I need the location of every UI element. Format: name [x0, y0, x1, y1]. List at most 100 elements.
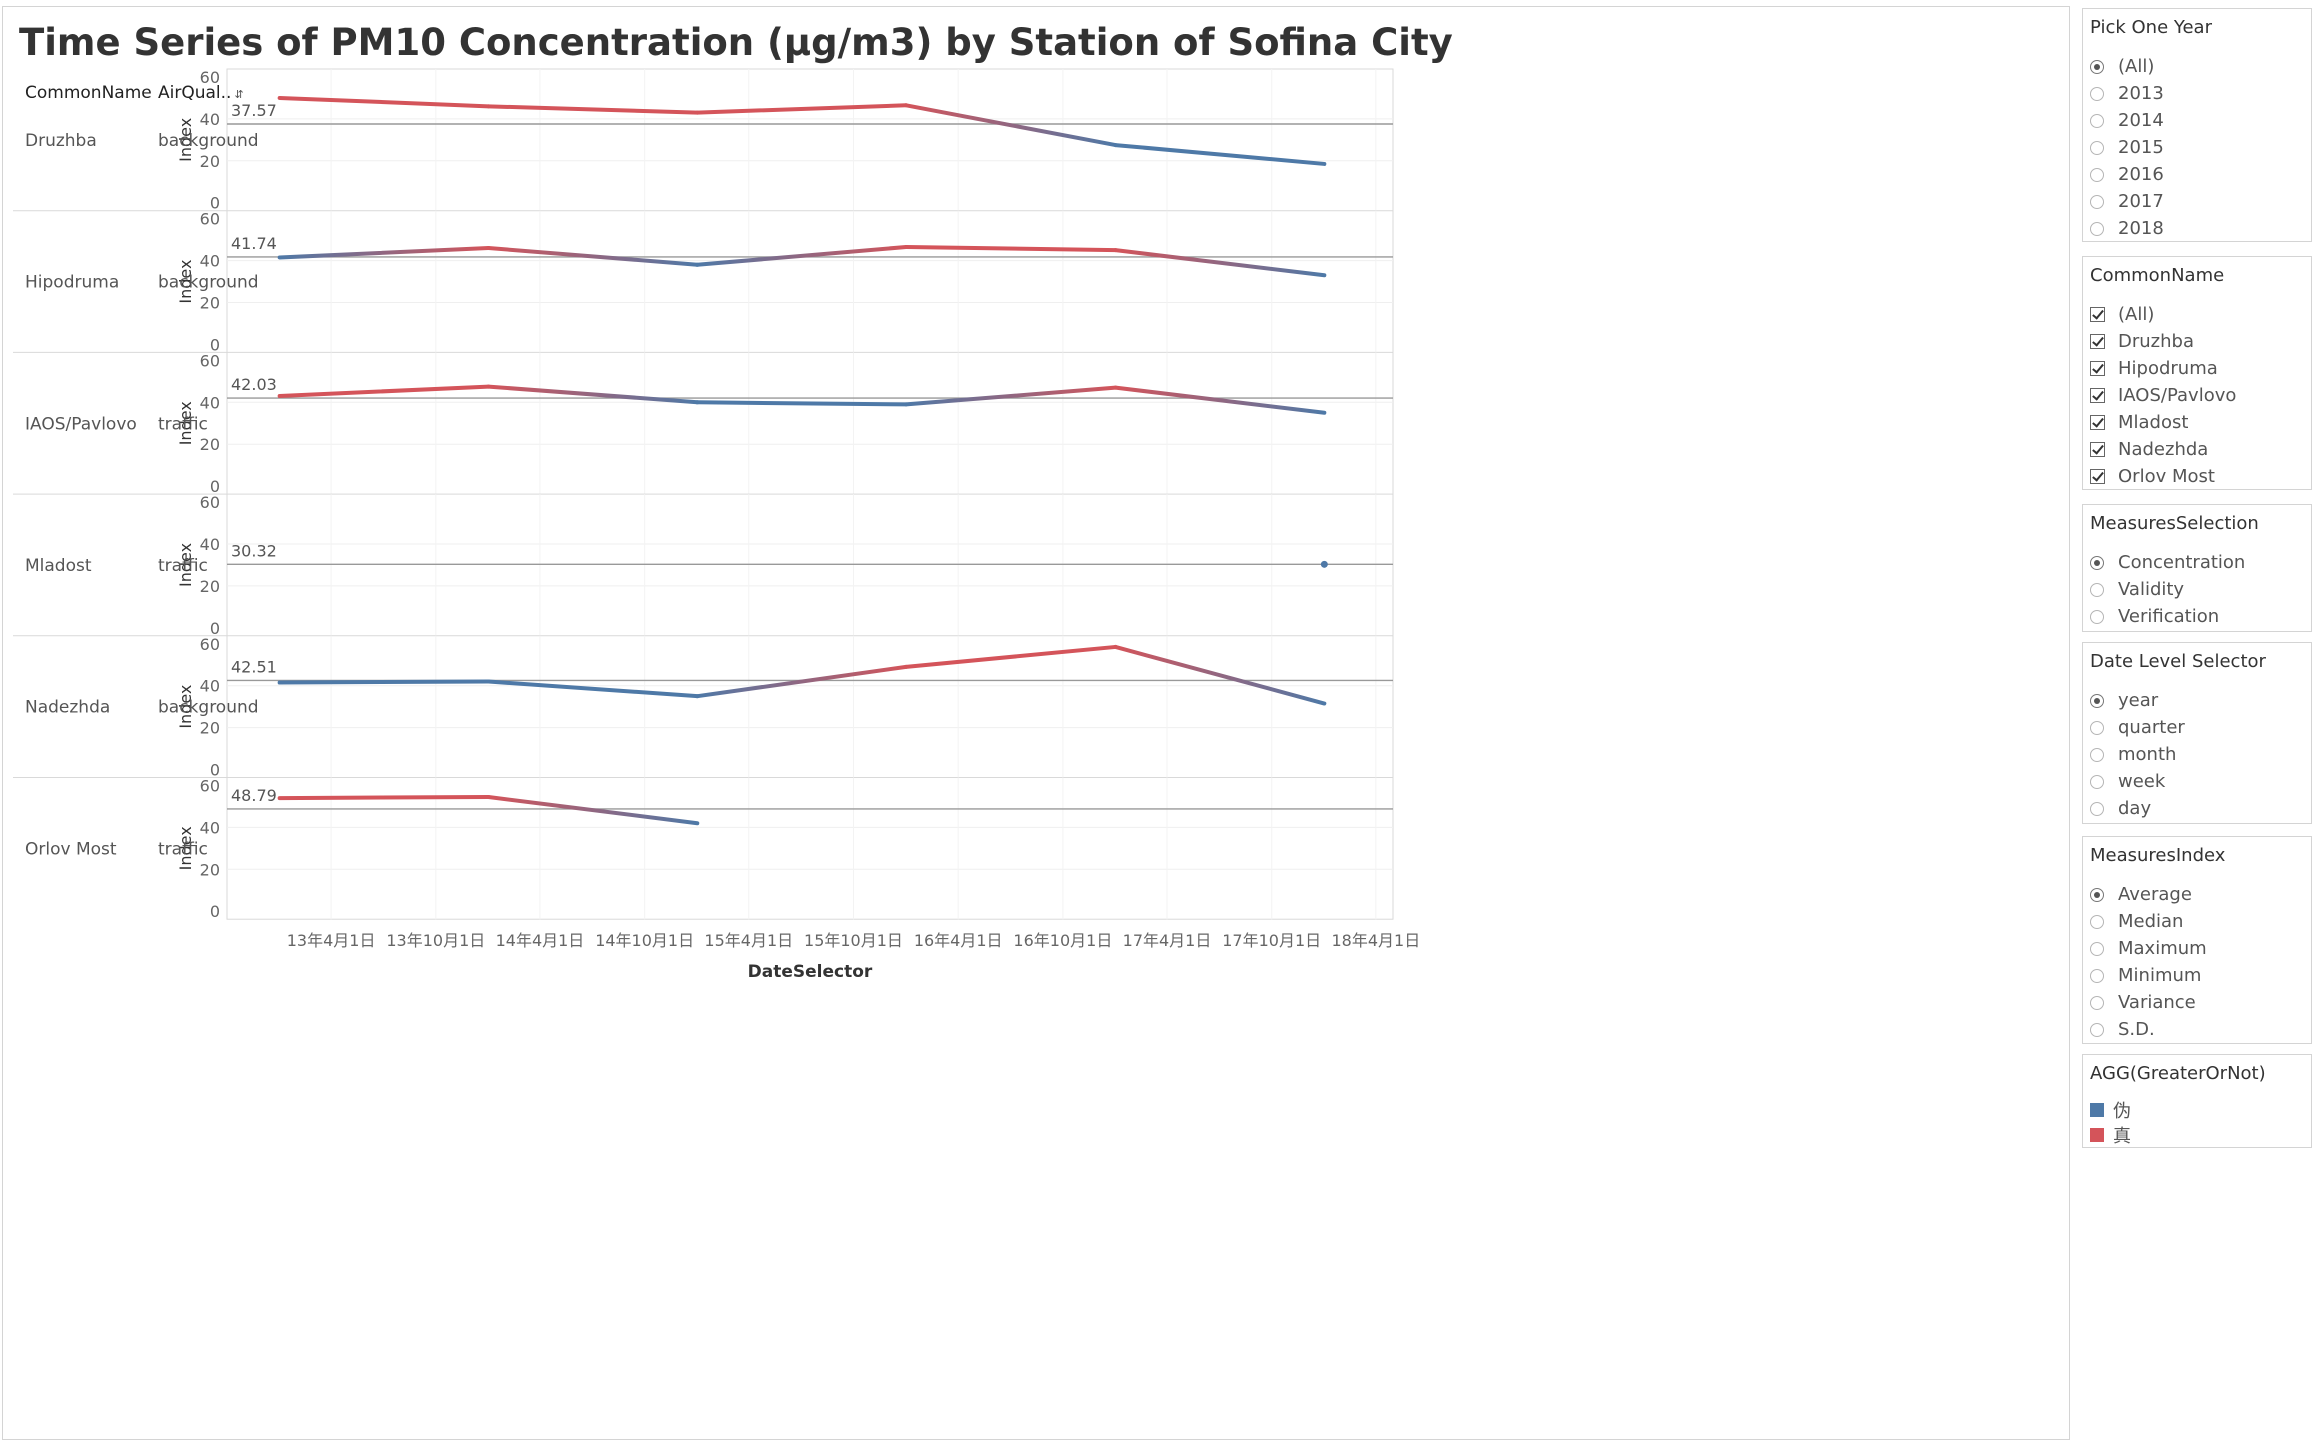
radio-button[interactable]	[2090, 609, 2104, 624]
filter-option-2017[interactable]: 2017	[2090, 188, 2307, 215]
series-line-segment	[904, 644, 1118, 669]
radio-button[interactable]	[2090, 194, 2104, 209]
filter-option-quarter[interactable]: quarter	[2090, 714, 2307, 741]
checkbox[interactable]	[2090, 442, 2105, 457]
filter-option-validity[interactable]: Validity	[2090, 576, 2307, 603]
y-tick-label: 60	[200, 493, 220, 512]
radio-button[interactable]	[2090, 582, 2104, 597]
filter-option-all[interactable]: (All)	[2090, 53, 2307, 80]
filter-option-s-d[interactable]: S.D.	[2090, 1016, 2307, 1043]
filter-option-label: Minimum	[2118, 965, 2202, 986]
reference-line-label: 30.32	[231, 541, 277, 560]
y-axis-label: Index	[176, 826, 195, 870]
filter-option-month[interactable]: month	[2090, 741, 2307, 768]
radio-button[interactable]	[2090, 968, 2104, 983]
y-axis-label: Index	[176, 118, 195, 162]
filter-option-variance[interactable]: Variance	[2090, 989, 2307, 1016]
filter-option-2014[interactable]: 2014	[2090, 107, 2307, 134]
radio-button[interactable]	[2090, 774, 2104, 789]
checkbox[interactable]	[2090, 388, 2105, 403]
radio-button[interactable]	[2090, 167, 2104, 182]
radio-button[interactable]	[2090, 1022, 2104, 1037]
sort-icon[interactable]: ⇵	[234, 88, 244, 101]
filter-option-label: Verification	[2118, 606, 2220, 627]
row-label-air-quality: traffic	[158, 839, 208, 859]
y-tick-label: 0	[210, 902, 220, 921]
column-header-air-quality[interactable]: AirQual.. ⇵	[158, 83, 244, 103]
checkbox[interactable]	[2090, 415, 2105, 430]
checkbox[interactable]	[2090, 334, 2105, 349]
filter-option-day[interactable]: day	[2090, 795, 2307, 822]
radio-button[interactable]	[2090, 59, 2104, 74]
filter-measures-selection: MeasuresSelection Concentration Validity V…	[2082, 504, 2312, 632]
radio-button[interactable]	[2090, 720, 2104, 735]
dashboard: Time Series of PM10 Concentration (µg/m3…	[2, 6, 2070, 1440]
filter-option-label: 2014	[2118, 110, 2164, 131]
y-tick-label: 0	[210, 194, 220, 213]
filter-option-concentration[interactable]: Concentration	[2090, 549, 2307, 576]
legend-greater-or-not: AGG(GreaterOrNot) 伪真	[2082, 1054, 2312, 1148]
radio-button[interactable]	[2090, 113, 2104, 128]
series-line-segment	[1113, 385, 1327, 415]
filter-option-iaos-pavlovo[interactable]: IAOS/Pavlovo	[2090, 382, 2307, 409]
radio-button[interactable]	[2090, 887, 2104, 902]
reference-line-label: 42.03	[231, 375, 277, 394]
data-point	[1320, 560, 1328, 568]
filter-option-mladost[interactable]: Mladost	[2090, 409, 2307, 436]
filter-option-minimum[interactable]: Minimum	[2090, 962, 2307, 989]
radio-button[interactable]	[2090, 221, 2104, 236]
radio-button[interactable]	[2090, 86, 2104, 101]
column-header-common-name-label: CommonName	[25, 83, 152, 103]
series-line-segment	[904, 244, 1118, 253]
row-label-station: Hipodruma	[25, 273, 119, 293]
legend-item[interactable]: 伪	[2090, 1097, 2307, 1122]
x-tick-label: 13年4月1日	[287, 931, 376, 950]
filter-option-2018[interactable]: 2018	[2090, 215, 2307, 242]
y-tick-label: 20	[200, 435, 220, 454]
y-axis-label: Index	[176, 685, 195, 729]
filter-option-all[interactable]: (All)	[2090, 301, 2307, 328]
radio-button[interactable]	[2090, 747, 2104, 762]
row-label-air-quality: background	[158, 698, 259, 718]
checkbox[interactable]	[2090, 361, 2105, 376]
filter-option-nadezhda[interactable]: Nadezhda	[2090, 436, 2307, 463]
radio-button[interactable]	[2090, 801, 2104, 816]
x-tick-label: 15年10月1日	[804, 931, 903, 950]
filter-option-week[interactable]: week	[2090, 768, 2307, 795]
radio-button[interactable]	[2090, 140, 2104, 155]
filter-option-year[interactable]: year	[2090, 687, 2307, 714]
y-tick-label: 60	[200, 210, 220, 229]
filter-option-average[interactable]: Average	[2090, 881, 2307, 908]
filter-option-maximum[interactable]: Maximum	[2090, 935, 2307, 962]
row-label-air-quality: background	[158, 131, 259, 151]
radio-button[interactable]	[2090, 941, 2104, 956]
filter-option-druzhba[interactable]: Druzhba	[2090, 328, 2307, 355]
filter-option-orlov-most[interactable]: Orlov Most	[2090, 463, 2307, 490]
column-header-common-name[interactable]: CommonName	[25, 83, 152, 103]
radio-button[interactable]	[2090, 555, 2104, 570]
filter-option-2013[interactable]: 2013	[2090, 80, 2307, 107]
filter-option-label: Average	[2118, 884, 2192, 905]
y-tick-label: 40	[200, 677, 220, 696]
filter-option-2015[interactable]: 2015	[2090, 134, 2307, 161]
series-line-segment	[277, 384, 491, 399]
filter-option-hipodruma[interactable]: Hipodruma	[2090, 355, 2307, 382]
filter-option-median[interactable]: Median	[2090, 908, 2307, 935]
checkbox[interactable]	[2090, 469, 2105, 484]
column-header-air-quality-label: AirQual..	[158, 83, 232, 103]
row-label-station: Mladost	[25, 556, 92, 576]
filter-option-2016[interactable]: 2016	[2090, 161, 2307, 188]
radio-button[interactable]	[2090, 693, 2104, 708]
legend-item[interactable]: 真	[2090, 1122, 2307, 1147]
checkbox[interactable]	[2090, 307, 2105, 322]
series-line-segment	[904, 385, 1118, 407]
filter-option-label: Maximum	[2118, 938, 2207, 959]
reference-line-label: 48.79	[231, 786, 277, 805]
y-tick-label: 0	[210, 477, 220, 496]
y-tick-label: 40	[200, 252, 220, 271]
filter-option-label: month	[2118, 744, 2177, 765]
filter-option-label: IAOS/Pavlovo	[2118, 385, 2237, 406]
radio-button[interactable]	[2090, 995, 2104, 1010]
radio-button[interactable]	[2090, 914, 2104, 929]
filter-option-verification[interactable]: Verification	[2090, 603, 2307, 630]
